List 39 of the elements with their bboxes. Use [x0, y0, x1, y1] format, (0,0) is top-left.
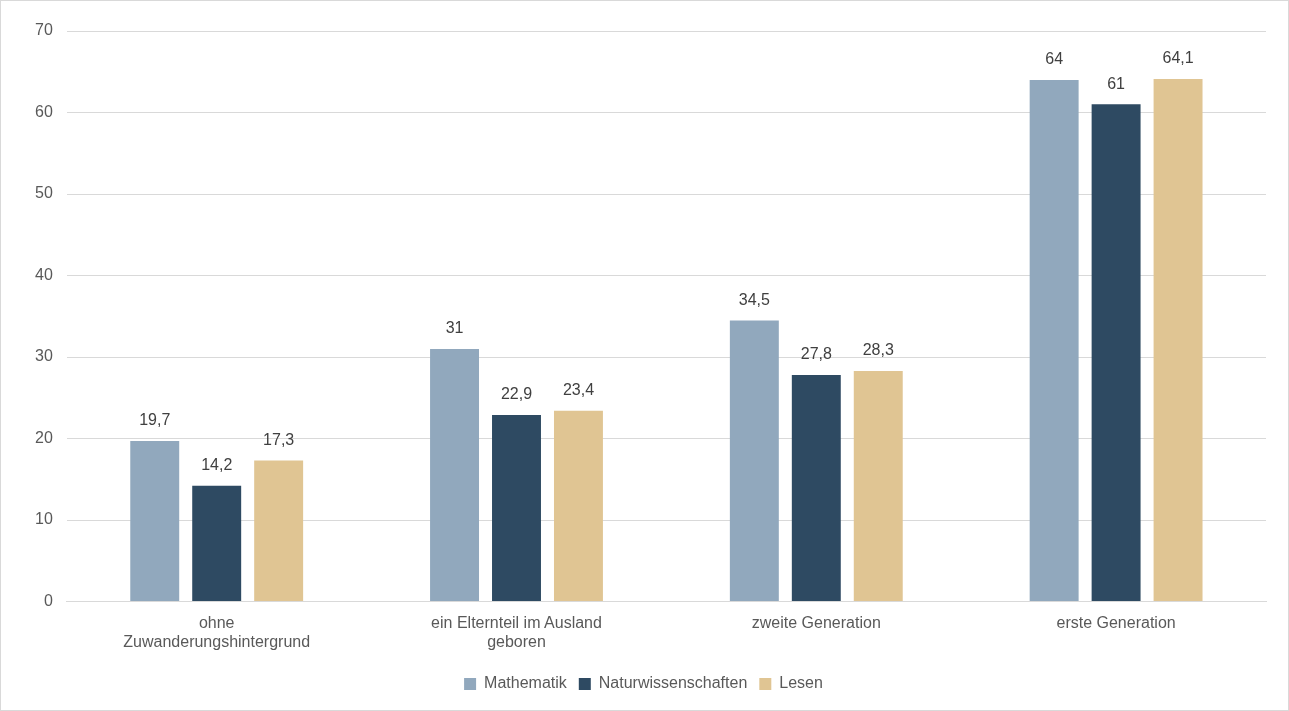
data-label: 23,4 [562, 381, 595, 399]
data-label: 27,8 [800, 345, 832, 363]
y-tick-label: 70 [35, 21, 53, 39]
bar [1091, 104, 1141, 602]
data-label: 34,5 [738, 290, 771, 308]
y-tick-label: 40 [35, 265, 53, 283]
bar [553, 410, 603, 602]
data-label: 14,2 [201, 456, 233, 474]
x-tick-label: ohne Zuwanderungshintergrund [123, 613, 311, 650]
legend-label: Naturwissenschaften [598, 674, 748, 692]
bar [729, 320, 779, 602]
y-tick-label: 30 [35, 347, 53, 365]
data-label: 64 [1045, 50, 1064, 68]
data-label: 31 [445, 319, 464, 337]
x-tick-label: erste Generation [1056, 613, 1176, 631]
y-tick-label: 20 [35, 428, 53, 446]
y-tick-label: 50 [35, 184, 53, 202]
bar [853, 370, 903, 602]
bar [1153, 79, 1203, 602]
x-tick-label: ein Elternteil im Ausland geboren [431, 613, 602, 650]
data-label: 19,7 [139, 411, 171, 429]
y-tick-label: 10 [35, 510, 53, 528]
bar [791, 374, 841, 602]
bar [192, 485, 242, 602]
data-label: 64,1 [1162, 49, 1194, 67]
data-label: 22,9 [500, 385, 533, 403]
y-tick-label: 60 [35, 102, 53, 120]
data-label: 61 [1107, 74, 1126, 92]
bar [254, 460, 304, 602]
legend-label: Mathematik [484, 674, 568, 692]
bar [130, 441, 180, 602]
data-label: 17,3 [263, 430, 295, 448]
bar [430, 348, 480, 602]
legend-label: Lesen [779, 674, 823, 692]
y-tick-label: 0 [43, 592, 53, 610]
bar [492, 414, 541, 602]
bar [1029, 79, 1079, 602]
x-tick-label: zweite Generation [751, 613, 881, 631]
data-label: 28,3 [862, 341, 894, 359]
